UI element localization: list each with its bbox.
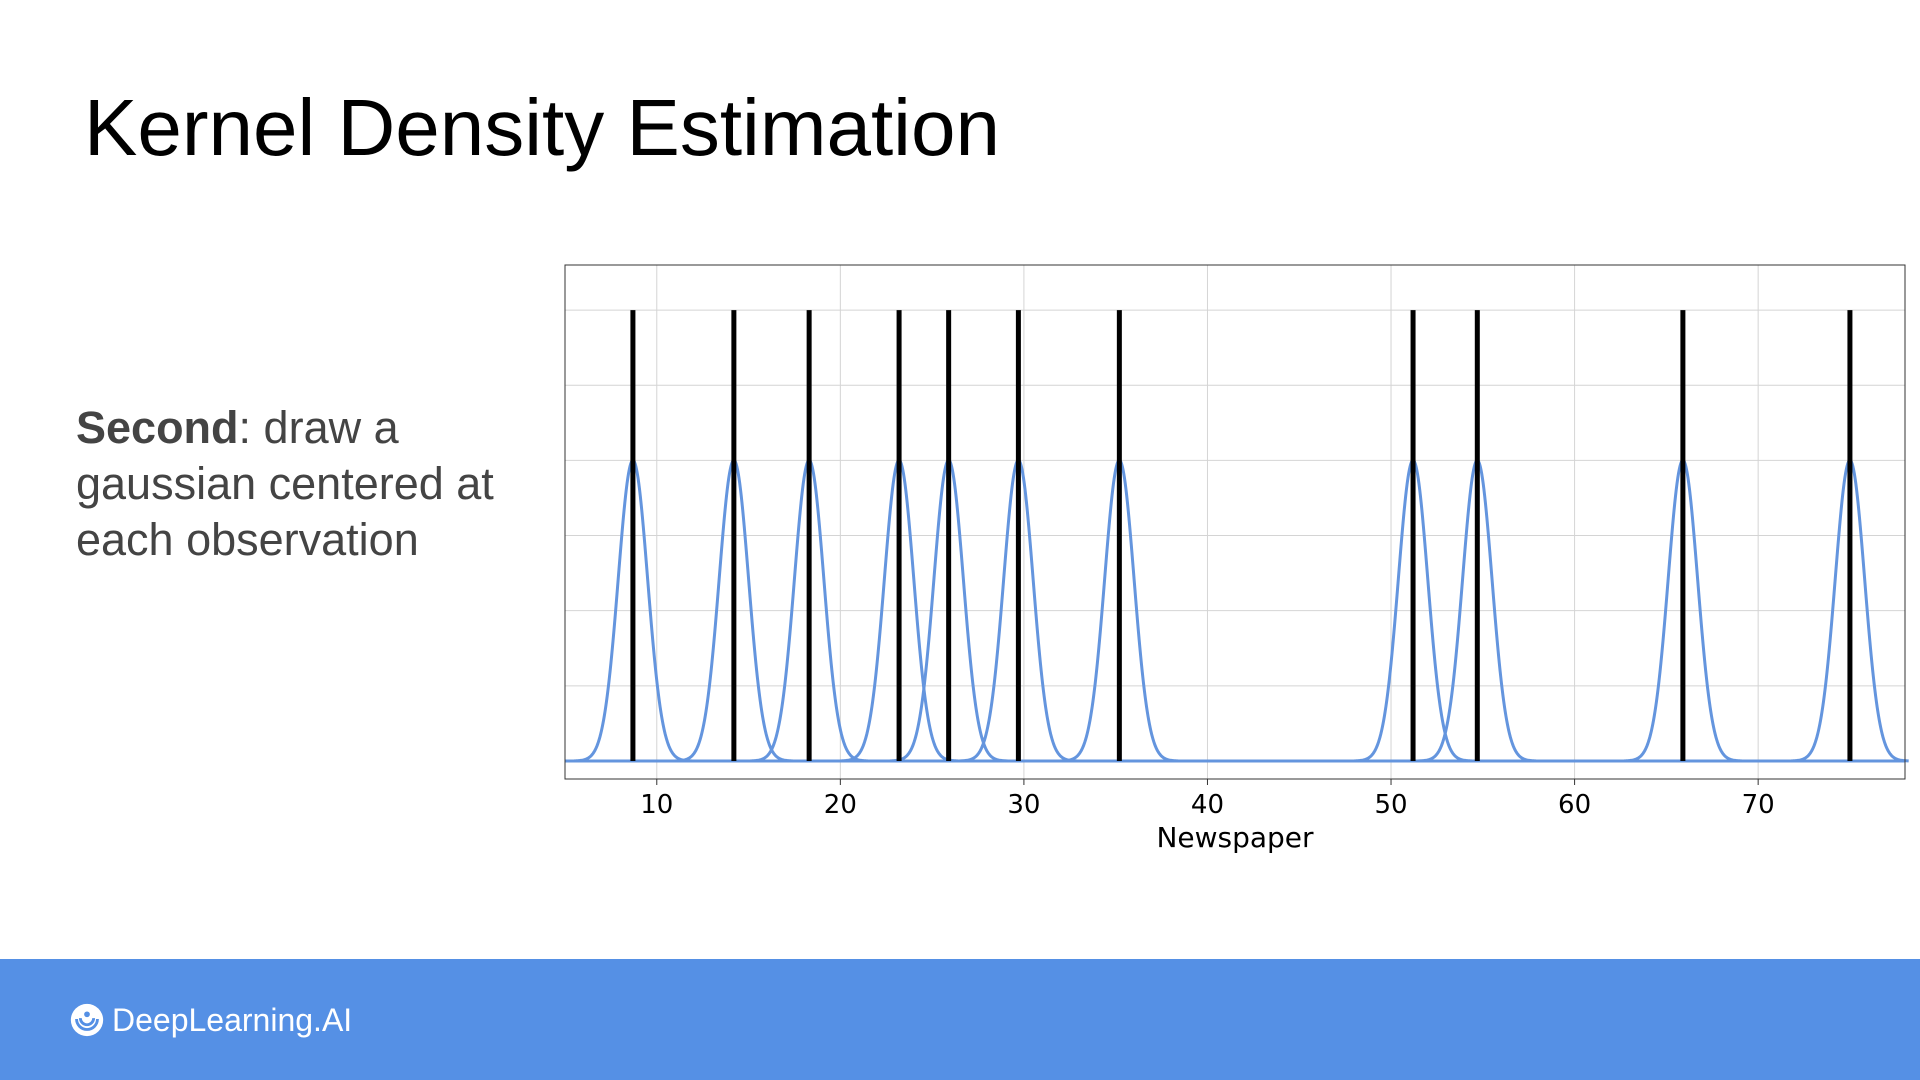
footer-bar [0, 959, 1920, 1080]
brand-name: DeepLearning.AI [112, 1001, 353, 1038]
x-tick-label: 50 [1374, 790, 1407, 820]
bullet-text: Second: draw a gaussian centered at each… [76, 400, 496, 568]
brand-logo[interactable]: DeepLearning.AI [68, 1000, 352, 1040]
kde-chart: 10 20 30 40 50 60 70 Newspaper [540, 250, 1920, 860]
x-tick-label: 70 [1742, 790, 1775, 820]
deeplearning-ai-logo-icon [70, 1003, 104, 1037]
grid-layer [565, 265, 1905, 779]
slide-title: Kernel Density Estimation [84, 83, 1000, 172]
x-tick-label: 60 [1558, 790, 1591, 820]
x-tick-label: 40 [1191, 790, 1224, 820]
tick-layer: 10 20 30 40 50 60 70 [640, 779, 1775, 820]
bullet-rest: : draw a gaussian centered at each obser… [76, 402, 494, 565]
plot-frame [564, 264, 1906, 780]
bullet-strong: Second [76, 402, 239, 453]
observation-layer [630, 310, 1853, 761]
x-tick-label: 20 [824, 790, 857, 820]
x-tick-label: 10 [640, 790, 673, 820]
x-axis-label: Newspaper [1156, 821, 1314, 854]
x-tick-label: 30 [1007, 790, 1040, 820]
chart-svg: 10 20 30 40 50 60 70 Newspaper [564, 264, 1909, 854]
